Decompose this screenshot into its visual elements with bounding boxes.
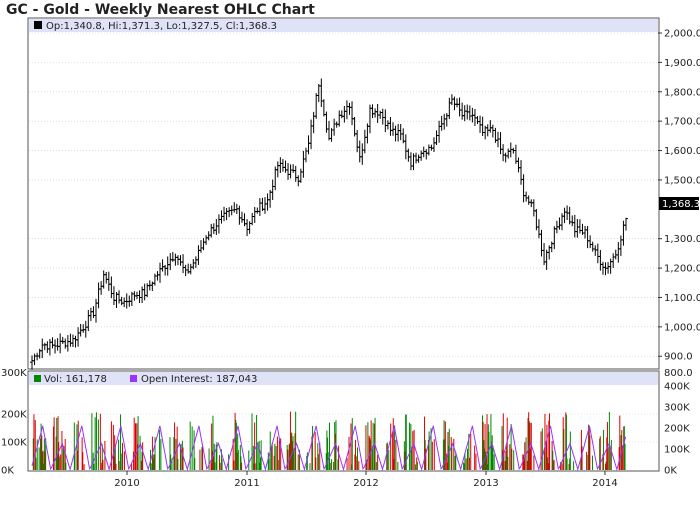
volume-left-tick-label: 300K (1, 368, 27, 379)
volume-right-tick-label: 200K (664, 424, 690, 435)
price-bars (30, 78, 628, 370)
price-y-axis: 2,000.0 1,900.0 1,800.0 1,700.0 1,600.0 1,500… (658, 29, 700, 363)
volume-right-tick-label: 300K (664, 403, 690, 414)
price-y-tick-label: 1,600.0 (664, 146, 700, 157)
open-interest-line (31, 425, 627, 472)
chart-title: GC - Gold - Weekly Nearest OHLC Chart (6, 2, 315, 18)
price-y-tick-label: 2,000.0 (664, 29, 700, 40)
last-price-label: 1,368.3 (662, 199, 700, 210)
volume-left-tick-label: 100K (1, 438, 27, 449)
oi-legend-text: Open Interest: 187,043 (141, 374, 257, 385)
price-y-tick-label: 1,700.0 (664, 117, 700, 128)
price-legend-band (29, 19, 658, 32)
x-tick-label: 2013 (473, 478, 498, 489)
price-y-tick-label: 900.0 (664, 352, 693, 363)
price-y-tick-label: 1,300.0 (664, 234, 700, 245)
volume-legend-swatch (34, 375, 41, 382)
volume-right-tick-label: 100K (664, 445, 690, 456)
x-tick-label: 2011 (234, 478, 259, 489)
price-y-tick-label: 1,100.0 (664, 293, 700, 304)
price-y-tick-label: 1,200.0 (664, 264, 700, 275)
price-y-tick-label: 1,500.0 (664, 175, 700, 186)
volume-right-tick-label: 0K (664, 466, 677, 477)
last-price-tag (659, 197, 699, 210)
price-legend-swatch (34, 21, 42, 29)
x-axis: 2010 2011 2012 2013 2014 (114, 471, 618, 489)
price-y-tick-label: 1,900.0 (664, 58, 700, 69)
oi-legend-swatch (130, 375, 137, 382)
volume-left-tick-label: 0K (1, 466, 14, 477)
price-y-tick-label: 1,000.0 (664, 322, 700, 333)
x-tick-label: 2010 (114, 478, 139, 489)
price-y-tick-label: 1,800.0 (664, 87, 700, 98)
volume-right-tick-label: 800.0 (664, 368, 693, 379)
volume-right-axis: 800.0 400K 300K 200K 100K 0K (664, 368, 693, 477)
price-legend-text: Op:1,340.8, Hi:1,371.3, Lo:1,327.5, Cl:1… (46, 21, 277, 32)
volume-legend-band (29, 372, 658, 385)
x-tick-label: 2012 (353, 478, 378, 489)
volume-legend-text: Vol: 161,178 (44, 374, 107, 385)
volume-left-axis: 300K 200K 100K 0K (1, 368, 27, 477)
volume-right-tick-label: 400K (664, 382, 690, 393)
price-panel (27, 17, 660, 370)
volume-left-tick-label: 200K (1, 410, 27, 421)
x-tick-label: 2014 (592, 478, 617, 489)
ohlc-bar (624, 217, 628, 231)
